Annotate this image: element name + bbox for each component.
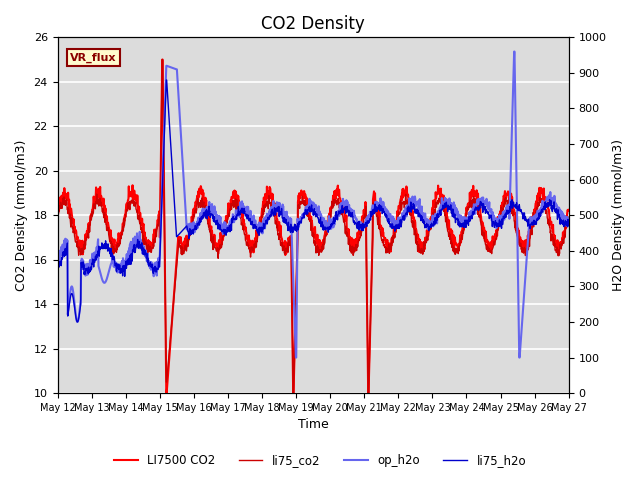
Title: CO2 Density: CO2 Density xyxy=(261,15,365,33)
Y-axis label: CO2 Density (mmol/m3): CO2 Density (mmol/m3) xyxy=(15,140,28,291)
X-axis label: Time: Time xyxy=(298,419,328,432)
Text: VR_flux: VR_flux xyxy=(70,52,117,63)
Legend: LI7500 CO2, li75_co2, op_h2o, li75_h2o: LI7500 CO2, li75_co2, op_h2o, li75_h2o xyxy=(109,449,531,472)
Y-axis label: H2O Density (mmol/m3): H2O Density (mmol/m3) xyxy=(612,139,625,291)
